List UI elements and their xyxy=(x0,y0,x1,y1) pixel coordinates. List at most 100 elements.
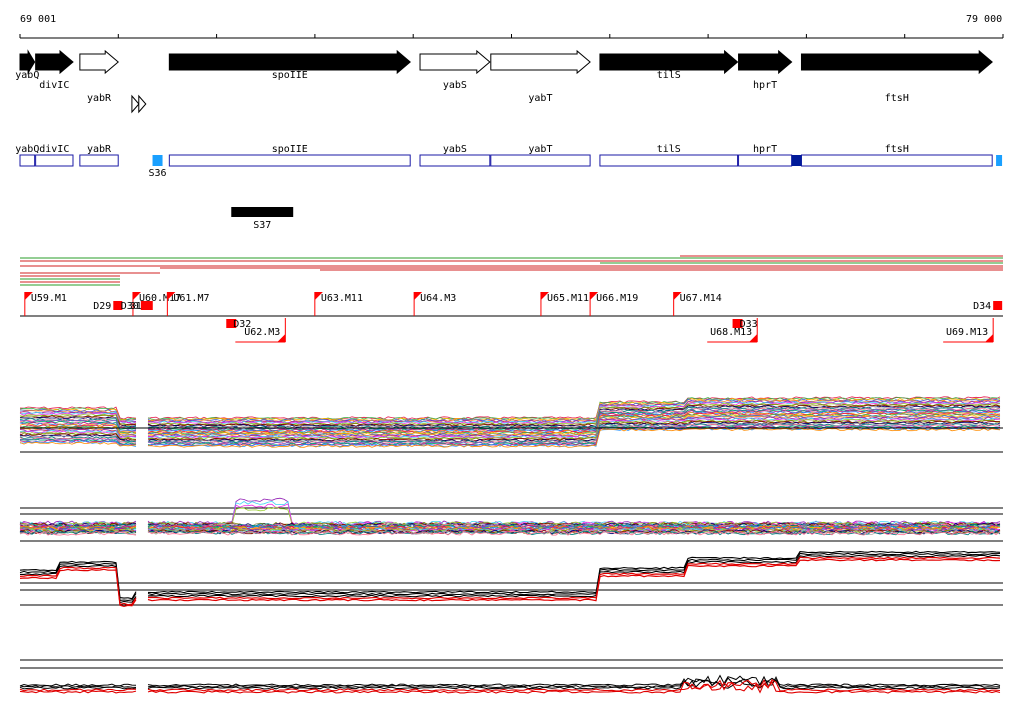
ruler-end-label: 79 000 xyxy=(966,14,1002,25)
gene-arrow-yabt xyxy=(490,49,591,75)
gene-arrow-yabq xyxy=(19,49,36,75)
small-arrow-icon xyxy=(138,94,147,114)
box-label: ftsH xyxy=(885,144,909,155)
marker-label: U62.M3 xyxy=(244,327,280,338)
marker-flag xyxy=(167,292,176,300)
box-label: spoIIE xyxy=(272,144,308,155)
gene-arrow-ftsh xyxy=(800,49,993,75)
marker-flag xyxy=(985,334,994,342)
profile-line xyxy=(19,427,1001,448)
profile-line-black xyxy=(19,674,1001,687)
dark-mark xyxy=(791,155,802,166)
segment-bar xyxy=(231,207,294,217)
box-label: divIC xyxy=(39,144,69,155)
marker-label: U60.M17 xyxy=(139,293,181,304)
profile-line xyxy=(19,497,1001,526)
gene-label: yabR xyxy=(87,93,112,104)
profile-line-red xyxy=(19,556,1001,606)
box-label: yabR xyxy=(87,144,112,155)
marker-flag xyxy=(749,334,758,342)
marker-flag xyxy=(414,292,423,300)
marker-flag xyxy=(540,292,549,300)
gene-arrow-yabs xyxy=(419,49,491,75)
marker-label: U68.M13 xyxy=(710,327,752,338)
marker-flag xyxy=(277,334,286,342)
gene-box-yabr xyxy=(79,154,119,167)
marker-label: D30 xyxy=(121,301,139,312)
segment-mark xyxy=(152,155,163,166)
marker-flag xyxy=(993,301,1003,310)
gene-box-yabt xyxy=(490,154,591,167)
gene-arrow-divic xyxy=(35,49,74,75)
box-label: yabT xyxy=(528,144,552,155)
marker-flag xyxy=(113,301,123,310)
segment-label: S37 xyxy=(253,220,271,231)
gene-track xyxy=(19,49,993,75)
marker-label: U67.M14 xyxy=(680,293,722,304)
marker-flag xyxy=(732,319,743,328)
marker-label: U61.M7 xyxy=(173,293,209,304)
marker-label: U64.M3 xyxy=(420,293,456,304)
gene-box-hprt xyxy=(738,154,793,167)
light-mark xyxy=(996,155,1003,166)
marker-flag xyxy=(226,319,237,328)
profile-line-black xyxy=(19,679,1001,690)
profile-line xyxy=(19,530,1001,536)
gene-box-spoiie xyxy=(168,154,411,167)
marker-label: D33 xyxy=(740,319,758,330)
marker-flag xyxy=(673,292,682,300)
marker-label: D29 xyxy=(93,301,111,312)
marker-flag xyxy=(314,292,323,300)
gene-box-yabs xyxy=(419,154,491,167)
box-track xyxy=(19,154,1003,167)
gene-box-divic xyxy=(35,154,74,167)
profile-track-multi xyxy=(19,396,1003,453)
profile-line-black xyxy=(20,554,1001,604)
gene-label: yabT xyxy=(528,93,552,104)
gene-arrow-yabr xyxy=(79,49,119,75)
profile-track-multi-2 xyxy=(19,497,1003,542)
box-label: tilS xyxy=(657,144,681,155)
gene-label: yabS xyxy=(443,80,467,91)
gene-box-yabq xyxy=(19,154,36,167)
small-arrow-track xyxy=(131,94,147,114)
box-label: yabS xyxy=(443,144,467,155)
ruler-start-label: 69 001 xyxy=(20,14,56,25)
profile-line-black xyxy=(19,550,1001,600)
box-label: hprT xyxy=(753,144,777,155)
coverage-lines xyxy=(20,255,1003,286)
marker-label: U65.M11 xyxy=(547,293,589,304)
marker-label: U69.M13 xyxy=(946,327,988,338)
ruler-ticks xyxy=(19,34,1004,38)
gene-label: yabQ xyxy=(15,70,39,81)
profile-track-black-red xyxy=(19,550,1003,608)
gene-arrow-spoiie xyxy=(168,49,411,75)
profile-line-red xyxy=(19,679,1001,692)
gene-arrow-tils xyxy=(599,49,739,75)
marker-label: U66.M19 xyxy=(596,293,638,304)
gene-arrow-hprt xyxy=(738,49,793,75)
gene-label: ftsH xyxy=(885,93,909,104)
small-arrow-icon xyxy=(131,94,140,114)
marker-flag xyxy=(24,292,33,300)
marker-label: D34 xyxy=(973,301,991,312)
box-label: yabQ xyxy=(15,144,39,155)
marker-label: U59.M1 xyxy=(31,293,67,304)
gene-label: divIC xyxy=(39,80,69,91)
profile-track-black-red-2 xyxy=(19,659,1003,694)
gene-label: spoIIE xyxy=(272,70,308,81)
marker-flag xyxy=(132,292,141,300)
gene-label: tilS xyxy=(657,70,681,81)
marker-flag xyxy=(590,292,599,300)
gene-box-tils xyxy=(599,154,739,167)
marker-flag xyxy=(143,301,153,310)
marker-label: U63.M11 xyxy=(321,293,363,304)
profile-line xyxy=(19,500,1001,526)
segment-track: S36 S37 xyxy=(149,155,294,231)
marker-label: 31 xyxy=(130,301,142,312)
segment-label: S36 xyxy=(149,168,167,179)
